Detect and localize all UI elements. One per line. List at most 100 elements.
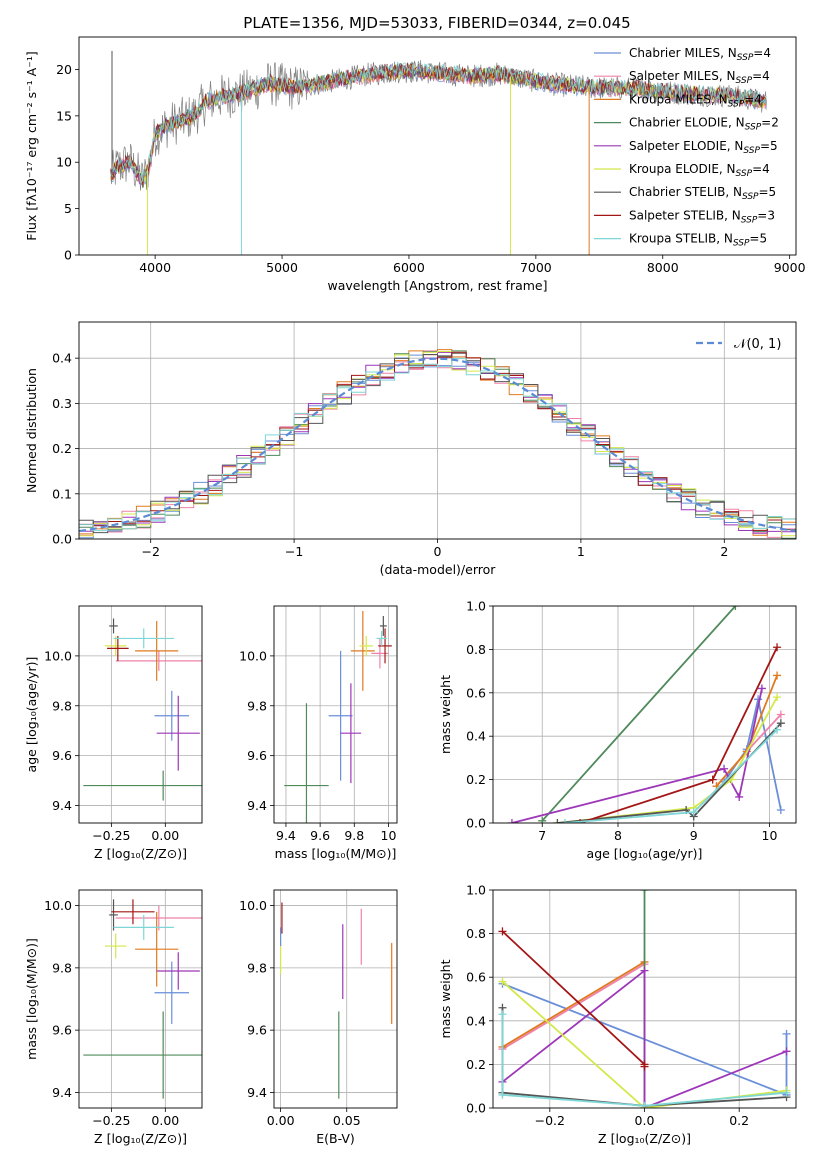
legend-label: Salpeter ELODIE, NSSP=5 — [629, 139, 778, 156]
weight-marker — [640, 1062, 649, 1071]
y-tick-label: 9.4 — [52, 1085, 72, 1100]
histogram-chabrier-stelib — [79, 352, 796, 534]
weight-marker — [640, 966, 649, 975]
x-axis-label: Z [log₁₀(Z/Z⊙)] — [94, 846, 187, 861]
errorbar-salpeter-stelib — [107, 635, 129, 661]
y-tick-label: 9.6 — [247, 1023, 267, 1038]
x-tick-label: −1 — [285, 544, 303, 559]
y-tick-label: 0.2 — [466, 1057, 486, 1072]
weight-series-salpeter-elodie — [498, 966, 791, 1108]
weight-line — [501, 968, 787, 1108]
x-axis-label: Z [log₁₀(Z/Z⊙)] — [598, 1131, 691, 1146]
weight-line — [502, 961, 645, 1048]
weight-marker — [560, 819, 569, 823]
errorbar-kroupa-elodie — [104, 933, 127, 959]
y-tick-label: 9.4 — [247, 798, 267, 813]
x-tick-label: 9 — [690, 828, 698, 843]
errorbar-kroupa-miles — [135, 911, 179, 987]
weight-marker — [498, 1010, 507, 1019]
x-tick-label: −2 — [141, 544, 159, 559]
x-tick-label: 8000 — [647, 260, 679, 275]
y-axis-label: mass [log₁₀(M/M⊙)] — [24, 938, 39, 1060]
errorbar-kroupa-miles — [135, 620, 179, 681]
weight-line — [502, 963, 645, 1050]
y-tick-label: 9.8 — [52, 960, 72, 975]
x-tick-label: −0.25 — [92, 1113, 130, 1128]
x-tick-label: 0.00 — [267, 1113, 295, 1128]
y-axis-label: age [log₁₀(age/yr)] — [24, 657, 39, 773]
x-tick-label: −0.25 — [92, 828, 130, 843]
errorbar-chabrier-elodie — [83, 1011, 202, 1099]
y-tick-label: 0.0 — [466, 816, 486, 831]
weight-marker — [735, 792, 744, 801]
y-tick-label: 0.8 — [466, 642, 486, 657]
x-tick-label: 9.8 — [344, 828, 364, 843]
histogram-kroupa-elodie — [79, 351, 796, 537]
weight-marker — [689, 808, 698, 817]
errorbar-kroupa-elodie — [104, 635, 127, 656]
x-tick-label: 6000 — [393, 260, 425, 275]
errorbar-chabrier-elodie — [83, 770, 202, 801]
y-tick-label: 10.0 — [44, 648, 72, 663]
weight-marker — [708, 775, 717, 784]
x-tick-label: 0.05 — [333, 1113, 361, 1128]
y-axis-label: Flux [fλ10⁻¹⁷ erg cm⁻² s⁻¹ A⁻¹] — [24, 51, 39, 240]
weight-series-kroupa-stelib — [498, 1010, 791, 1108]
weight-marker — [773, 671, 782, 680]
weight-line — [557, 722, 782, 823]
x-tick-label: 7000 — [520, 260, 552, 275]
y-tick-label: 9.4 — [247, 1085, 267, 1100]
weight-series-chabrier-elodie — [538, 606, 740, 823]
weight-vs-z-plot-area — [493, 890, 796, 1108]
weight-marker — [773, 643, 782, 652]
y-tick-label: 20 — [56, 62, 72, 77]
y-tick-label: 5 — [64, 201, 72, 216]
y-tick-label: 15 — [56, 108, 72, 123]
errorbar-chabrier-miles — [328, 650, 353, 781]
errorbar-chabrier-stelib — [109, 618, 118, 634]
y-tick-label: 0.4 — [466, 729, 486, 744]
x-tick-label: 0.2 — [729, 1113, 749, 1128]
weight-line — [579, 646, 778, 823]
y-tick-label: 9.6 — [52, 748, 72, 763]
legend-label: Chabrier ELODIE, NSSP=2 — [629, 116, 779, 133]
x-tick-label: 0.00 — [151, 828, 179, 843]
x-tick-label: 2 — [720, 544, 728, 559]
weight-marker — [498, 927, 507, 936]
model-spectrum-kroupa-stelib — [110, 61, 767, 184]
y-tick-label: 0.0 — [52, 532, 72, 547]
y-tick-label: 0 — [64, 248, 72, 263]
axes-frame — [78, 321, 797, 540]
mass-vs-ebv-plot-area — [274, 890, 397, 1108]
spectrum-legend: Chabrier MILES, NSSP=4 Salpeter MILES, NS… — [594, 46, 779, 249]
weight-series-salpeter-stelib — [576, 643, 782, 823]
y-tick-label: 10.0 — [239, 898, 267, 913]
weight-line — [541, 606, 737, 822]
weight-marker — [782, 1047, 791, 1056]
y-tick-label: 9.8 — [247, 698, 267, 713]
errorbar-chabrier-miles — [154, 690, 190, 741]
y-tick-label: 9.8 — [52, 698, 72, 713]
errorbar-salpeter-elodie — [156, 952, 200, 990]
x-tick-label: 9.6 — [310, 828, 330, 843]
axes-frame — [273, 889, 398, 1109]
weight-marker — [498, 1090, 507, 1099]
age-vs-z-axes: −0.25 0.00 9.4 9.6 9.8 10.0 Z [log₁₀(Z/Z⊙)] age… — [24, 605, 203, 861]
y-tick-label: 1.0 — [466, 883, 486, 898]
weight-marker — [757, 684, 766, 693]
weight-series-salpeter-stelib — [498, 927, 649, 1071]
weight-series-salpeter-miles — [498, 960, 649, 1054]
y-tick-label: 0.6 — [466, 685, 486, 700]
axes-frame — [78, 605, 203, 824]
y-tick-label: 10 — [56, 155, 72, 170]
age-vs-z-plot-area — [79, 606, 202, 823]
weight-series-kroupa-miles — [712, 671, 782, 791]
axes-frame — [78, 36, 797, 256]
axes-frame — [492, 889, 797, 1109]
y-tick-label: 0.4 — [52, 351, 72, 366]
errorbar-salpeter-elodie — [156, 695, 200, 771]
errorbar-chabrier-miles — [154, 961, 190, 1024]
x-tick-label: 8 — [614, 828, 622, 843]
y-tick-label: 10.0 — [44, 898, 72, 913]
